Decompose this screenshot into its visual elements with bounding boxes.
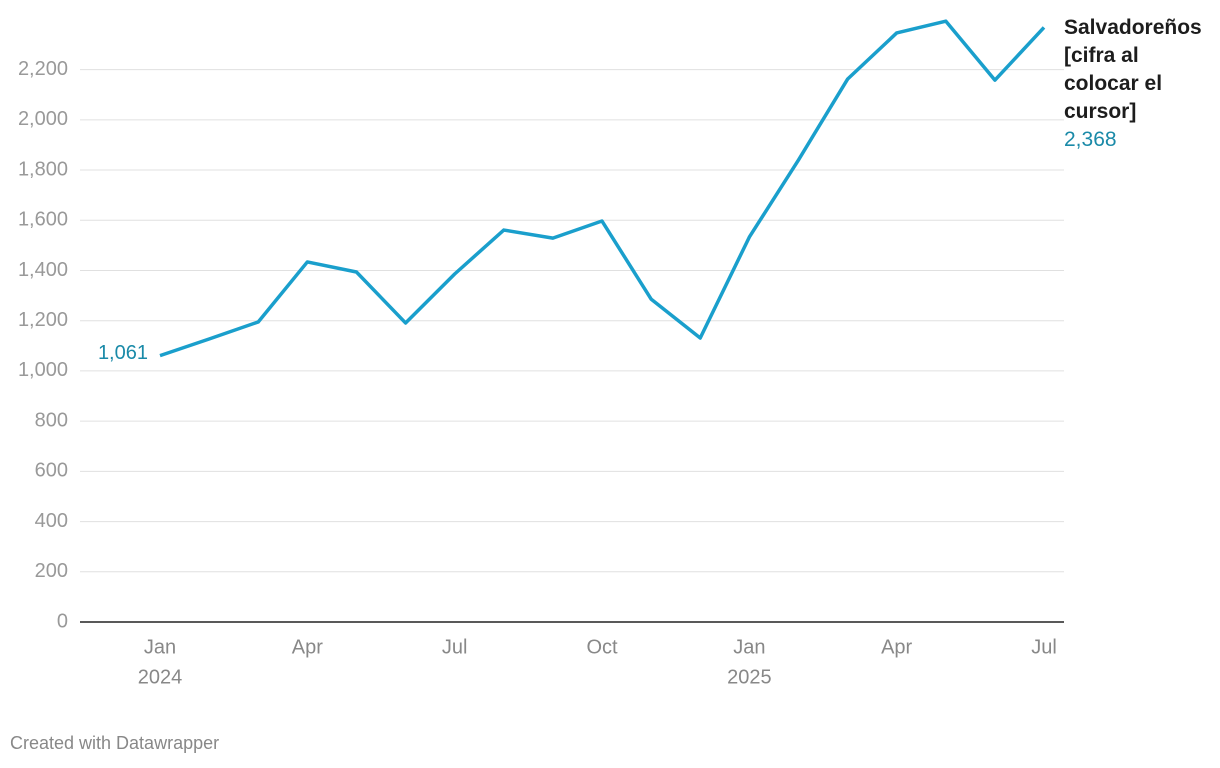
- y-tick-label: 2,200: [18, 58, 68, 80]
- legend: Salvadoreños [cifra al colocar el cursor…: [1064, 14, 1214, 154]
- y-tick-label: 1,800: [18, 158, 68, 180]
- y-tick-label: 1,000: [18, 359, 68, 381]
- y-tick-label: 1,200: [18, 309, 68, 331]
- y-tick-label: 1,600: [18, 209, 68, 231]
- value-label: 2,368: [1064, 128, 1117, 151]
- y-tick-label: 200: [35, 560, 68, 582]
- footer: Created with Datawrapper: [10, 733, 220, 753]
- y-tick-label: 800: [35, 409, 68, 431]
- x-year-label: 2024: [138, 666, 183, 688]
- y-tick-label: 600: [35, 460, 68, 482]
- y-tick-label: 1,400: [18, 259, 68, 281]
- x-tick-label: Jul: [442, 636, 468, 658]
- x-tick-label: Apr: [292, 636, 323, 658]
- value-label: 1,061: [98, 342, 148, 364]
- y-tick-label: 0: [57, 610, 68, 632]
- x-tick-label: Jul: [1031, 636, 1057, 658]
- x-tick-label: Jan: [144, 636, 176, 658]
- line: [159, 19, 1046, 358]
- y-tick-label: 400: [35, 510, 68, 532]
- x-tick-label: Apr: [881, 636, 912, 658]
- series-name: Salvadoreños [cifra al colocar el cursor…: [1064, 16, 1202, 123]
- x-year-label: 2025: [727, 666, 772, 688]
- x-tick-label: Jan: [733, 636, 765, 658]
- y-tick-label: 2,000: [18, 108, 68, 130]
- x-tick-label: Oct: [586, 636, 618, 658]
